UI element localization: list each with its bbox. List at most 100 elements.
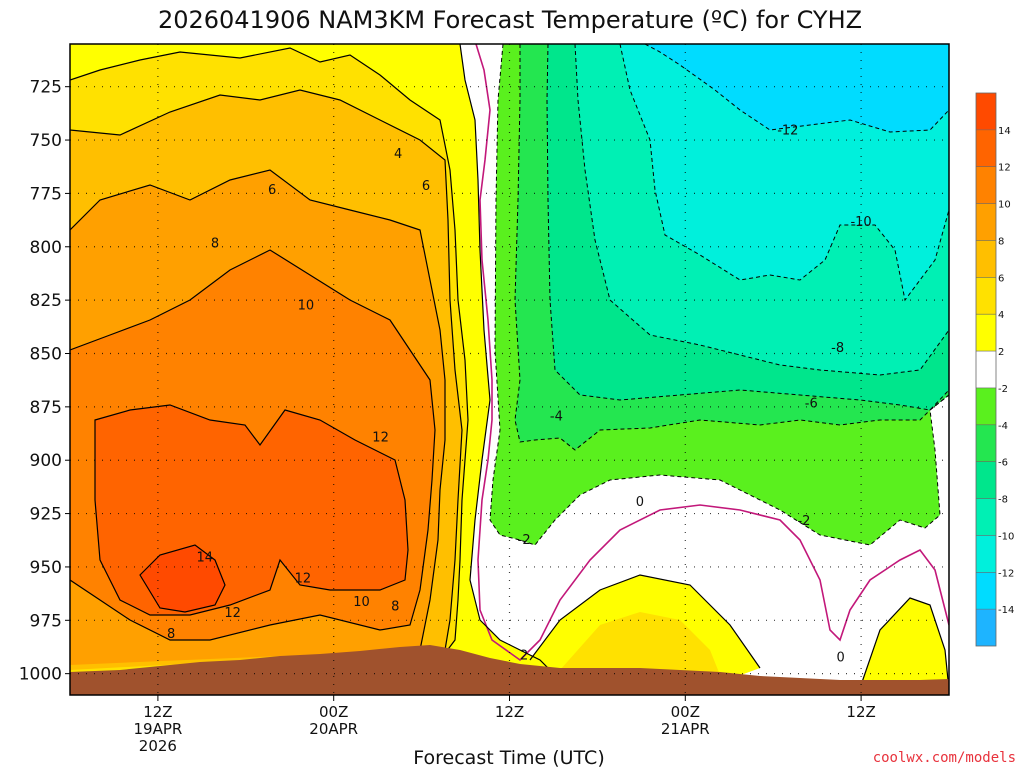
contour-label: 2 <box>520 648 528 663</box>
contour-label: 10 <box>353 595 370 610</box>
contour-2c-right <box>859 597 949 691</box>
contour-6c <box>70 89 463 651</box>
colorbar-swatch <box>976 314 996 352</box>
x-tick-label: 00Z <box>671 703 700 721</box>
contour-label: -4 <box>550 409 563 424</box>
colorbar-swatch <box>976 351 996 388</box>
y-tick-label: 850 <box>30 344 62 364</box>
contour-label: -10 <box>850 215 871 230</box>
colorbar-tick-label: -6 <box>998 458 1008 469</box>
contour-minus12c <box>644 44 949 133</box>
colorbar-swatch <box>976 461 996 499</box>
field-minus12-to-minus14 <box>645 44 949 132</box>
y-tick-label: 1000 <box>19 665 62 685</box>
terrain <box>70 645 949 695</box>
y-tick-label: 750 <box>30 131 62 151</box>
contour-minus2c <box>489 44 949 546</box>
colorbar-swatch <box>976 387 996 425</box>
contour-label: 8 <box>167 627 175 642</box>
contour-label: -8 <box>831 341 844 356</box>
contour-12c <box>94 404 409 616</box>
x-tick-label: 20APR <box>309 720 358 738</box>
y-tick-label: 900 <box>30 451 62 471</box>
colorbar-tick-label: 4 <box>998 310 1004 321</box>
contour-label: 12 <box>295 572 312 587</box>
contour-label: 12 <box>224 606 241 621</box>
contour-label: 6 <box>422 179 430 194</box>
contour-8c <box>70 169 446 651</box>
chart-title: 2026041906 NAM3KM Forecast Temperature (… <box>158 6 862 34</box>
plot-area: 4 6 6 8 10 12 14 12 10 8 12 8 -12 -10 -8 -6 -4 -2 0 -2 2 0 <box>70 44 949 695</box>
colorbar-tick-label: 8 <box>998 236 1004 247</box>
contour-14c <box>139 544 226 613</box>
x-tick-label: 00Z <box>319 703 348 721</box>
contour-label: -6 <box>805 397 818 412</box>
field-14-to-16 <box>140 545 225 612</box>
contour-2c <box>459 44 561 681</box>
y-tick-label: 975 <box>30 611 62 631</box>
colorbar-swatch <box>976 535 996 573</box>
x-tick-label: 12Z <box>143 703 172 721</box>
y-axis: 725 750 775 800 825 850 875 900 925 950 975 1000 <box>19 78 70 685</box>
colorbar-tick-label: -14 <box>998 605 1014 616</box>
colorbar-tick-label: 10 <box>998 200 1011 211</box>
colorbar-swatch <box>976 203 996 241</box>
colorbar-swatch <box>976 93 996 130</box>
contour-minus10c <box>619 44 949 302</box>
colorbar: -14 -12 -10 -8 -6 -4 -2 2 4 6 8 10 12 14 <box>975 92 1014 647</box>
colorbar-tick-label: -4 <box>998 421 1008 432</box>
y-tick-label: 875 <box>30 398 62 418</box>
colorbar-swatch <box>976 240 996 278</box>
contour-label: 0 <box>836 651 844 666</box>
y-tick-label: 925 <box>30 505 62 525</box>
x-tick-label: 19APR <box>133 720 182 738</box>
colorbar-swatch <box>976 129 996 167</box>
x-tick-label: 12Z <box>495 703 524 721</box>
x-axis-title: Forecast Time (UTC) <box>413 747 604 768</box>
contour-labels: 4 6 6 8 10 12 14 12 10 8 12 8 -12 -10 -8 -6 -4 -2 0 -2 2 0 <box>167 123 872 665</box>
x-tick-label: 2026 <box>139 737 177 755</box>
colorbar-swatch <box>976 609 996 646</box>
contour-label: -12 <box>777 123 798 138</box>
colorbar-tick-label: 6 <box>998 273 1004 284</box>
contour-label: 0 <box>636 495 644 510</box>
y-tick-label: 800 <box>30 238 62 258</box>
contour-2c-low <box>529 574 761 669</box>
x-tick-label: 12Z <box>846 703 875 721</box>
colorbar-tick-label: -8 <box>998 495 1008 506</box>
y-tick-label: 775 <box>30 184 62 204</box>
colorbar-tick-label: 14 <box>998 126 1011 137</box>
contour-label: 10 <box>298 298 315 313</box>
contour-label: 12 <box>372 431 389 446</box>
credit-text: coolwx.com/models <box>873 750 1016 766</box>
contour-label: -2 <box>797 514 810 529</box>
colorbar-swatch <box>976 166 996 204</box>
colorbar-tick-label: 12 <box>998 163 1011 174</box>
contour-4c <box>70 47 469 661</box>
contour-minus4c <box>514 44 949 451</box>
colorbar-frame <box>975 92 997 647</box>
field-2-to-4-right <box>860 598 949 690</box>
y-tick-label: 725 <box>30 78 62 98</box>
contour-label: -2 <box>518 533 531 548</box>
colorbar-swatch <box>976 572 996 610</box>
contour-label: 8 <box>211 237 219 252</box>
contour-label: 6 <box>268 183 276 198</box>
contour-label: 4 <box>394 147 402 162</box>
y-tick-label: 950 <box>30 558 62 578</box>
colorbar-tick-label: -12 <box>998 568 1014 579</box>
x-tick-label: 21APR <box>661 720 710 738</box>
contour-label: 8 <box>391 599 399 614</box>
contour-minus8c <box>574 44 949 376</box>
colorbar-tick-label: -2 <box>998 384 1008 395</box>
y-tick-label: 825 <box>30 291 62 311</box>
colorbar-tick-label: 2 <box>998 347 1004 358</box>
contour-10c <box>70 249 436 641</box>
colorbar-swatch <box>976 277 996 315</box>
colorbar-swatch <box>976 498 996 536</box>
contour-label: 14 <box>197 550 214 565</box>
colorbar-swatch <box>976 424 996 462</box>
colorbar-tick-label: -10 <box>998 531 1014 542</box>
